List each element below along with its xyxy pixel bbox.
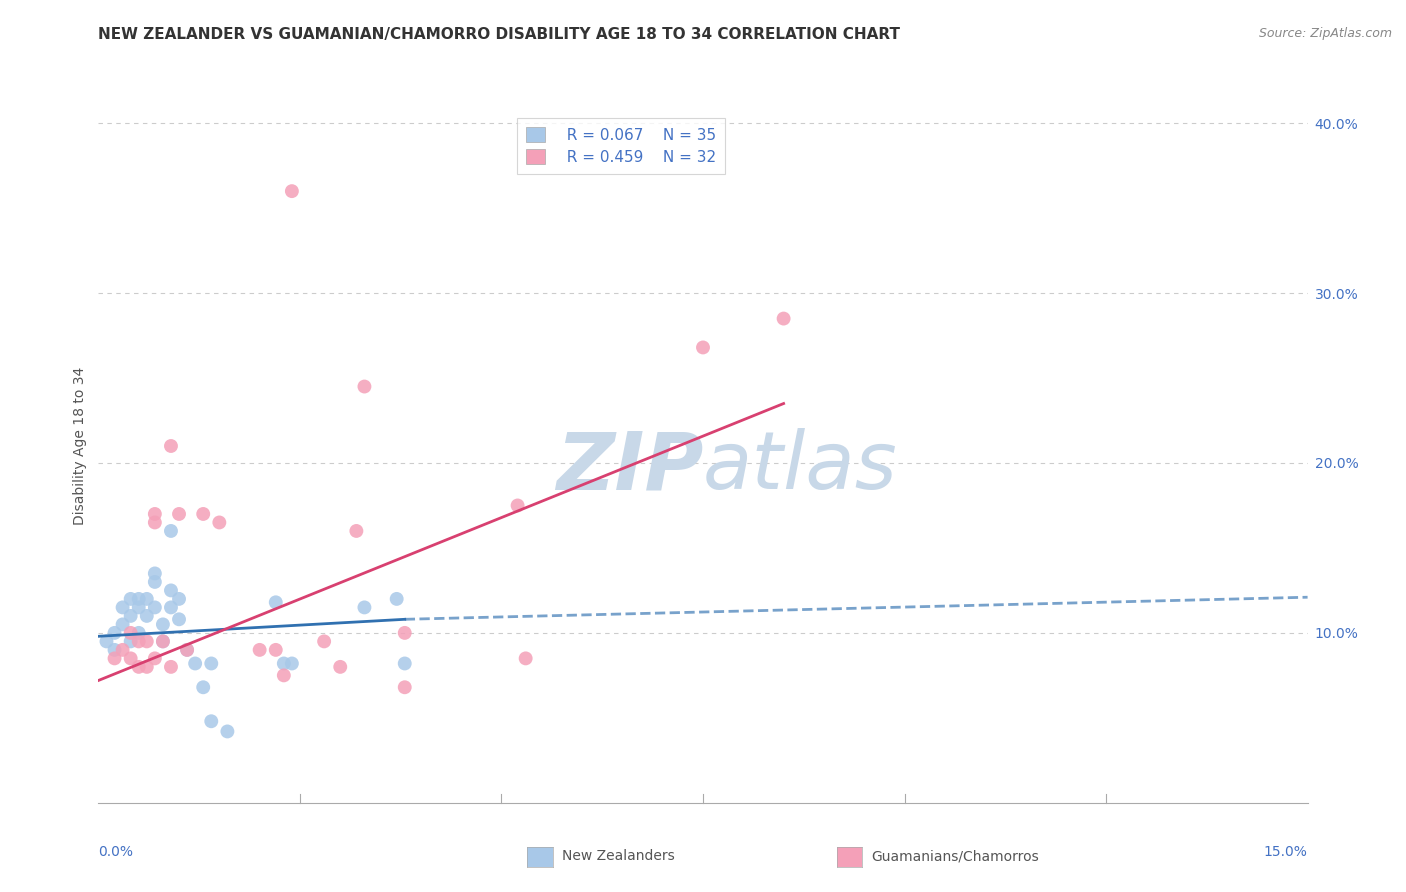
Point [120,651,142,665]
Point [394,626,416,640]
Point [135,591,157,606]
Text: New Zealanders: New Zealanders [562,849,675,863]
Point [200,657,222,671]
Point [394,657,416,671]
Point [160,583,183,598]
Point [167,507,190,521]
Point [143,600,166,615]
Point [273,668,295,682]
Point [120,626,142,640]
Point [264,643,287,657]
Point [692,341,714,355]
Point [506,499,529,513]
Point [353,379,375,393]
Point [273,657,295,671]
Text: Guamanians/Chamorros: Guamanians/Chamorros [872,849,1039,863]
Point [217,724,239,739]
Point [394,680,416,694]
Point [103,651,125,665]
Point [135,634,157,648]
Point [128,600,150,615]
Point [103,626,125,640]
Point [120,634,142,648]
Point [120,591,142,606]
Point [135,660,157,674]
Point [264,595,287,609]
Point [176,643,198,657]
Point [111,600,134,615]
Text: NEW ZEALANDER VS GUAMANIAN/CHAMORRO DISABILITY AGE 18 TO 34 CORRELATION CHART: NEW ZEALANDER VS GUAMANIAN/CHAMORRO DISA… [98,27,900,42]
Point [193,507,215,521]
Point [96,634,118,648]
Point [249,643,271,657]
Point [281,657,304,671]
Text: 0.0%: 0.0% [98,846,134,859]
Point [167,591,190,606]
Point [160,439,183,453]
Point [160,524,183,538]
Point [143,574,166,589]
Point [143,566,166,581]
Point [515,651,537,665]
Point [772,311,794,326]
Point [329,660,352,674]
Point [135,608,157,623]
Text: Source: ZipAtlas.com: Source: ZipAtlas.com [1258,27,1392,40]
Point [152,634,174,648]
Point [344,524,367,538]
Point [167,612,190,626]
Point [176,643,198,657]
Point [111,617,134,632]
Point [385,591,408,606]
Point [160,660,183,674]
Point [128,634,150,648]
Point [314,634,336,648]
Y-axis label: Disability Age 18 to 34: Disability Age 18 to 34 [73,367,87,525]
Point [208,516,231,530]
Point [143,651,166,665]
Text: ZIP: ZIP [555,428,703,507]
Text: 15.0%: 15.0% [1264,846,1308,859]
Point [128,660,150,674]
Point [103,643,125,657]
Point [128,626,150,640]
Point [143,516,166,530]
Point [120,608,142,623]
Point [353,600,375,615]
Point [184,657,207,671]
Point [128,591,150,606]
Legend:   R = 0.067    N = 35,   R = 0.459    N = 32: R = 0.067 N = 35, R = 0.459 N = 32 [517,119,725,174]
Point [200,714,222,729]
Point [281,184,304,198]
Text: atlas: atlas [703,428,898,507]
Point [152,617,174,632]
Point [152,634,174,648]
Point [143,507,166,521]
Point [160,600,183,615]
Point [193,680,215,694]
Point [111,643,134,657]
